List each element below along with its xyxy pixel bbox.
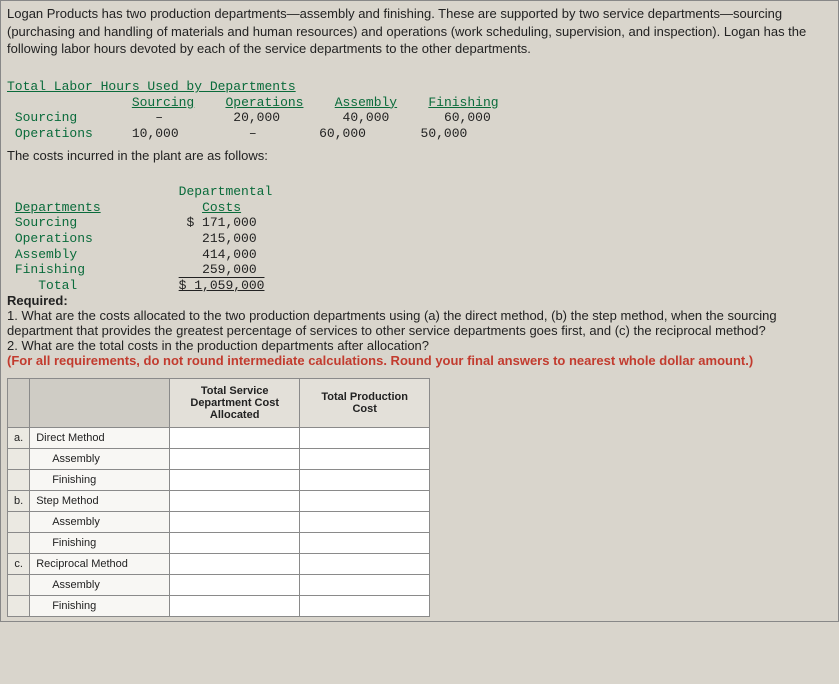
answer-row-name: Assembly xyxy=(30,512,170,533)
cost-row4-v: $ 1,059,000 xyxy=(179,278,265,293)
answer-svc-input[interactable] xyxy=(170,554,300,575)
cost-row1-v: 215,000 xyxy=(202,231,257,246)
answer-row: Assembly xyxy=(8,512,430,533)
answer-row-name: Finishing xyxy=(30,596,170,617)
labor-table-title: Total Labor Hours Used by Departments xyxy=(7,79,296,94)
answer-prod-input[interactable] xyxy=(300,575,430,596)
answer-row-label xyxy=(8,512,30,533)
required-note: (For all requirements, do not round inte… xyxy=(7,353,832,368)
labor-r1c0: 10,000 xyxy=(132,126,179,141)
cost-row1-l: Operations xyxy=(15,231,93,246)
answer-grid: Total Service Department Cost Allocated … xyxy=(7,378,430,617)
page-container: Logan Products has two production depart… xyxy=(0,0,839,622)
answer-prod-input[interactable] xyxy=(300,533,430,554)
answer-prod-input[interactable] xyxy=(300,491,430,512)
required-q2: 2. What are the total costs in the produ… xyxy=(7,338,832,353)
answer-row: Finishing xyxy=(8,533,430,554)
answer-row-label: b. xyxy=(8,491,30,512)
labor-col-0: Sourcing xyxy=(132,95,194,110)
answer-row: Assembly xyxy=(8,449,430,470)
labor-r0c2: 40,000 xyxy=(343,110,390,125)
answer-svc-input[interactable] xyxy=(170,512,300,533)
answer-svc-input[interactable] xyxy=(170,575,300,596)
answer-row-name: Reciprocal Method xyxy=(30,554,170,575)
labor-row0-label: Sourcing xyxy=(15,110,77,125)
answer-prod-input[interactable] xyxy=(300,428,430,449)
answer-row-label: c. xyxy=(8,554,30,575)
labor-r1c3: 50,000 xyxy=(421,126,468,141)
answer-prod-input[interactable] xyxy=(300,512,430,533)
answer-row: b.Step Method xyxy=(8,491,430,512)
answer-prod-input[interactable] xyxy=(300,596,430,617)
cost-row0-v: $ 171,000 xyxy=(186,215,256,230)
answer-row-name: Assembly xyxy=(30,575,170,596)
labor-r0c0: – xyxy=(155,110,163,125)
answer-prod-input[interactable] xyxy=(300,449,430,470)
labor-col-3: Finishing xyxy=(428,95,498,110)
answer-row-name: Direct Method xyxy=(30,428,170,449)
answer-row: Assembly xyxy=(8,575,430,596)
answer-row-label xyxy=(8,470,30,491)
cost-row3-l: Finishing xyxy=(15,262,85,277)
cost-hdr-0: Departments xyxy=(15,200,101,215)
answer-svc-input[interactable] xyxy=(170,533,300,554)
answer-prod-input[interactable] xyxy=(300,470,430,491)
answer-svc-input[interactable] xyxy=(170,596,300,617)
labor-col-2: Assembly xyxy=(335,95,397,110)
labor-col-1: Operations xyxy=(225,95,303,110)
answer-row-label xyxy=(8,575,30,596)
labor-hours-table: Total Labor Hours Used by Departments So… xyxy=(7,64,832,142)
answer-hdr-svc: Total Service Department Cost Allocated xyxy=(170,379,300,428)
answer-row-name: Finishing xyxy=(30,470,170,491)
answer-row-name: Step Method xyxy=(30,491,170,512)
cost-row2-v: 414,000 xyxy=(202,247,257,262)
answer-svc-input[interactable] xyxy=(170,491,300,512)
labor-r1c2: 60,000 xyxy=(319,126,366,141)
labor-r1c1: – xyxy=(249,126,257,141)
answer-row: Finishing xyxy=(8,470,430,491)
answer-row-name: Assembly xyxy=(30,449,170,470)
cost-row4-l: Total xyxy=(38,278,77,293)
intro-text: Logan Products has two production depart… xyxy=(7,5,832,58)
required-block: Required: 1. What are the costs allocate… xyxy=(7,293,832,368)
answer-svc-input[interactable] xyxy=(170,449,300,470)
answer-svc-input[interactable] xyxy=(170,428,300,449)
cost-table: Departmental Departments Costs Sourcing … xyxy=(7,169,832,294)
labor-row1-label: Operations xyxy=(15,126,93,141)
answer-hdr-prod: Total Production Cost xyxy=(300,379,430,428)
answer-row: Finishing xyxy=(8,596,430,617)
required-q1: 1. What are the costs allocated to the t… xyxy=(7,308,832,338)
labor-r0c3: 60,000 xyxy=(444,110,491,125)
answer-row: c.Reciprocal Method xyxy=(8,554,430,575)
narrative-costs: The costs incurred in the plant are as f… xyxy=(7,148,832,163)
answer-row-name: Finishing xyxy=(30,533,170,554)
cost-row3-v: 259,000 xyxy=(202,262,257,277)
cost-hdr-1b: Costs xyxy=(202,200,241,215)
answer-row-label xyxy=(8,449,30,470)
cost-row2-l: Assembly xyxy=(15,247,77,262)
answer-hdr-blank1 xyxy=(30,379,170,428)
cost-row0-l: Sourcing xyxy=(15,215,77,230)
answer-row: a.Direct Method xyxy=(8,428,430,449)
answer-svc-input[interactable] xyxy=(170,470,300,491)
answer-row-label xyxy=(8,533,30,554)
answer-hdr-blank0 xyxy=(8,379,30,428)
labor-r0c1: 20,000 xyxy=(233,110,280,125)
answer-prod-input[interactable] xyxy=(300,554,430,575)
answer-row-label xyxy=(8,596,30,617)
cost-hdr-1a: Departmental xyxy=(179,184,273,199)
required-head: Required: xyxy=(7,293,832,308)
answer-row-label: a. xyxy=(8,428,30,449)
